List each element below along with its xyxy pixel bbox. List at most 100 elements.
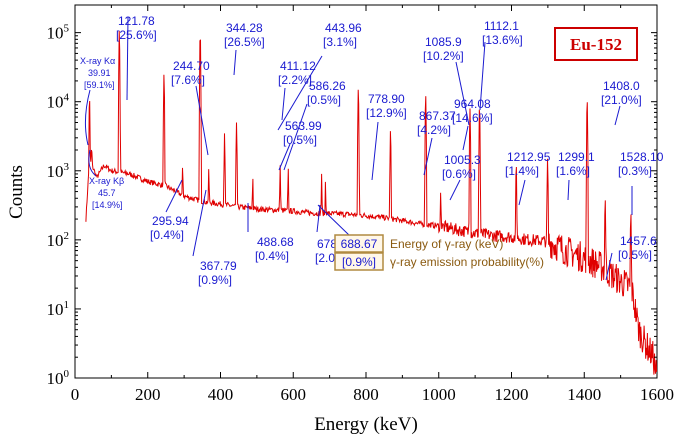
peak-leader-line [195,85,209,156]
peak-energy-label: 778.90 [368,92,405,106]
peak-leader-line [233,49,237,76]
y-axis-title: Counts [6,165,27,219]
xray-ka-label: X-ray Kα [80,56,115,66]
isotope-badge-box [554,27,638,61]
peak-prob-label: [14.6%] [452,111,493,125]
xray-kb-arrow [88,149,97,177]
peak-leader-line [165,179,183,213]
peak-leader-line [567,179,570,201]
x-tick-label: 0 [71,385,80,404]
peak-energy-label: 1299.1 [558,150,595,164]
y-tick-label: 101 [47,299,70,319]
peak-leader-line [462,125,469,151]
spectrum-line [85,30,657,375]
x-tick-label: 600 [281,385,307,404]
peak-energy-label: 1528.10 [620,150,664,164]
isotope-badge: Eu-152 [570,35,622,54]
peak-energy-label: 1112.1 [484,19,519,33]
legend-leader-line [317,204,351,237]
peak-energy-label: 121.78 [118,14,155,28]
peak-prob-label: [4.2%] [417,123,451,137]
x-tick-label: 400 [208,385,234,404]
peak-energy-label: 411.12 [280,59,316,73]
peak-prob-label: [1.6%] [556,164,590,178]
x-tick-label: 1200 [495,385,529,404]
peak-leader-line [126,16,129,101]
peak-energy-label: 443.96 [325,21,362,35]
peak-energy-label: 964.08 [454,97,491,111]
y-tick-label: 102 [47,230,70,250]
peak-leader-line [283,103,308,171]
y-tick-label: 103 [47,161,70,181]
peak-leader-line [316,204,321,233]
peak-leader-line [605,252,613,281]
peak-prob-label: [2.2%] [278,73,312,87]
peak-energy-label: 1457.6 [620,234,657,248]
peak-leader-line [423,137,433,176]
peak-prob-label: [0.5%] [307,93,341,107]
peak-leader-line [277,55,323,131]
x-tick-label: 1600 [640,385,674,404]
axis-ticks: 0 200 400 600 800 1000 1200 1400 1600 100 101 102 10… [47,5,674,404]
x-tick-label: 200 [135,385,161,404]
peak-prob-label: [7.6%] [171,73,205,87]
peak-prob-label: [0.6%] [442,167,476,181]
xray-ka-energy: 39.91 [88,68,111,78]
peak-prob-label: [0.4%] [255,249,289,263]
peak-prob-label: [21.0%] [601,93,642,107]
xray-kb-prob: [14.9%] [92,200,123,210]
peak-prob-label: [26.5%] [224,35,265,49]
y-tick-label: 104 [47,92,70,112]
x-tick-label: 800 [353,385,379,404]
x-axis-title: Energy (keV) [314,414,418,435]
peak-energy-label: 488.68 [257,235,294,249]
peak-prob-label: [25.6%] [116,28,157,42]
peak-prob-label: [1.4%] [505,164,539,178]
legend-prob-box [334,252,384,271]
xray-ka-prob: [59.1%] [84,80,115,90]
peak-prob-label: [12.9%] [366,106,407,120]
peak-energy-label: 1085.9 [425,35,462,49]
legend-prob-text: γ-ray emission probability(%) [390,255,544,269]
peak-energy-label: 586.26 [309,79,346,93]
peak-energy-label: 244.70 [173,59,210,73]
peak-prob-label: [0.4%] [150,228,184,242]
peak-leader-line [192,189,207,257]
peak-prob-label: [0.3%] [618,164,652,178]
legend-energy-example: 688.67 [341,237,378,251]
xray-kb-label: X-ray Kβ [89,176,124,186]
legend-energy-box [334,234,384,253]
peak-energy-label: 295.94 [152,214,189,228]
peak-leader-line [371,121,379,181]
peak-energy-label: 1212.95 [507,150,551,164]
peak-energy-label: 1408.0 [603,79,640,93]
x-tick-label: 1000 [422,385,456,404]
peak-prob-label: [0.9%] [198,273,232,287]
peak-leader-line [518,179,526,206]
peak-leader-line [278,143,291,171]
peak-leader-line [479,41,486,111]
xray-ka-arrow [84,89,91,146]
peak-energy-label: 367.79 [200,259,237,273]
peak-prob-label: [10.2%] [423,49,464,63]
peak-energy-label: 1005.3 [444,153,481,167]
peak-prob-label: [3.1%] [323,35,357,49]
peak-leader-line [449,179,461,201]
peak-energy-label: 344.28 [226,21,263,35]
spectrum-series [85,30,657,375]
peak-energy-label: 563.99 [285,119,322,133]
peak-leader-line [281,87,286,121]
x-tick-label: 1400 [567,385,601,404]
peak-prob-label: [0.5%] [283,133,317,147]
legend-energy-text: Energy of γ-ray (keV) [390,237,503,251]
peak-leader-line [455,61,470,126]
peak-leader-line [614,105,621,126]
peak-energy-label: 867.37 [419,109,456,123]
y-tick-label: 105 [47,23,70,43]
legend-prob-example: [0.9%] [342,255,376,269]
y-tick-label: 100 [47,368,70,388]
peak-prob-label: [0.5%] [618,248,652,262]
peak-prob-label: [13.6%] [482,33,523,47]
xray-kb-energy: 45.7 [98,188,116,198]
